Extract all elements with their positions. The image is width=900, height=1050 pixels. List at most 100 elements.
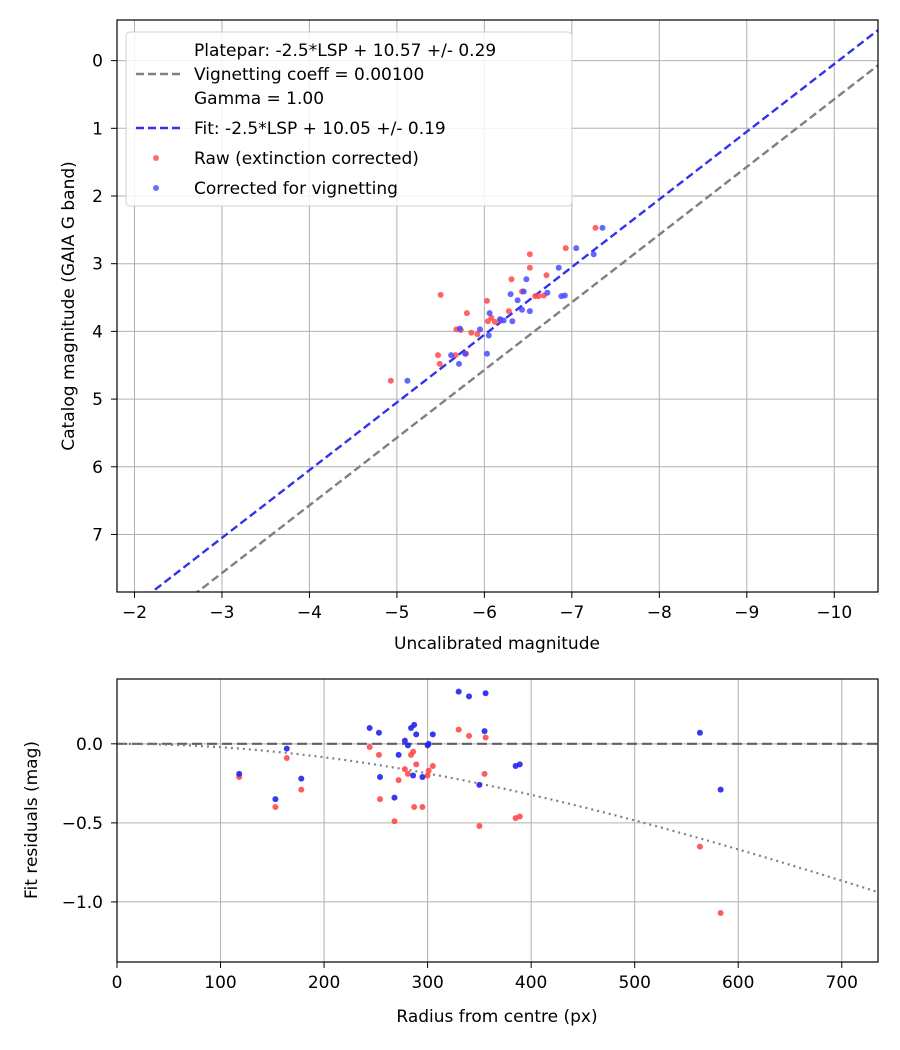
top-raw-point bbox=[463, 310, 470, 317]
top-points bbox=[387, 224, 606, 384]
top-corrected-point bbox=[500, 317, 507, 324]
bottom-corrected-point bbox=[717, 786, 724, 793]
bottom-y-axis-label: Fit residuals (mag) bbox=[22, 741, 42, 899]
bottom-x-tick-label: 500 bbox=[618, 973, 650, 993]
bottom-x-tick-label: 700 bbox=[826, 973, 858, 993]
top-corrected-point bbox=[404, 377, 411, 384]
bottom-raw-point bbox=[376, 796, 383, 803]
top-corrected-point bbox=[599, 224, 606, 231]
top-corrected-point bbox=[507, 291, 514, 298]
top-x-tick-label: −9 bbox=[734, 603, 759, 623]
top-y-tick-label: 0 bbox=[92, 52, 103, 72]
top-raw-point bbox=[484, 297, 491, 304]
bottom-raw-point bbox=[298, 786, 305, 793]
top-corrected-point bbox=[518, 306, 525, 313]
bottom-corrected-point bbox=[429, 731, 436, 738]
top-x-tick-label: −7 bbox=[559, 603, 584, 623]
top-raw-point bbox=[562, 245, 569, 252]
top-raw-point bbox=[474, 331, 481, 338]
bottom-x-tick-label: 400 bbox=[515, 973, 547, 993]
top-raw-point bbox=[543, 272, 550, 279]
bottom-corrected-point bbox=[696, 729, 703, 736]
legend-platepar-label: Platepar: -2.5*LSP + 10.57 +/- 0.29 Vigne… bbox=[194, 41, 496, 109]
top-raw-point bbox=[468, 329, 475, 336]
bottom-corrected-point bbox=[401, 737, 408, 744]
top-raw-point bbox=[505, 308, 512, 315]
bottom-raw-point bbox=[516, 813, 523, 820]
legend-raw-marker bbox=[153, 155, 159, 161]
bottom-raw-point bbox=[404, 770, 411, 777]
bottom-raw-point bbox=[717, 909, 724, 916]
top-x-tick-label: −5 bbox=[384, 603, 409, 623]
bottom-raw-point bbox=[413, 761, 420, 768]
bottom-corrected-point bbox=[236, 770, 243, 777]
bottom-corrected-point bbox=[466, 693, 473, 700]
bottom-corrected-point bbox=[375, 729, 382, 736]
legend-platepar-label-line: Vignetting coeff = 0.00100 bbox=[194, 65, 424, 85]
top-fit-lines bbox=[150, 29, 878, 592]
bottom-y-tick-label: −1.0 bbox=[62, 893, 103, 913]
bottom-corrected-point bbox=[366, 725, 373, 732]
top-y-tick-label: 1 bbox=[92, 119, 103, 139]
legend-platepar-label-line: Gamma = 1.00 bbox=[194, 89, 324, 109]
top-corrected-point bbox=[456, 360, 463, 367]
legend-raw-label: Raw (extinction corrected) bbox=[194, 149, 419, 169]
bottom-corrected-point bbox=[476, 781, 483, 788]
bottom-raw-point bbox=[481, 770, 488, 777]
legend-corrected-marker bbox=[153, 185, 159, 191]
top-corrected-point bbox=[520, 288, 527, 295]
top-raw-point bbox=[535, 293, 542, 300]
top-x-tick-label: −2 bbox=[122, 603, 147, 623]
bottom-raw-point bbox=[401, 766, 408, 773]
bottom-raw-point bbox=[696, 843, 703, 850]
top-y-tick-label: 4 bbox=[92, 322, 103, 342]
top-platepar-line bbox=[195, 64, 878, 592]
residuals-chart: 0 100 200 300 400 500 600 700 0.0 −0.5 −1.0 Radius… bbox=[22, 678, 879, 1027]
top-raw-point bbox=[526, 251, 533, 258]
bottom-corrected-point bbox=[272, 796, 279, 803]
bottom-corrected-point bbox=[391, 794, 398, 801]
bottom-corrected-point bbox=[410, 772, 417, 779]
bottom-x-tick-label: 0 bbox=[112, 973, 123, 993]
bottom-raw-point bbox=[395, 777, 402, 784]
top-y-tick-label: 7 bbox=[92, 525, 103, 545]
top-corrected-point bbox=[544, 289, 551, 296]
top-raw-point bbox=[491, 318, 498, 325]
top-corrected-point bbox=[573, 245, 580, 252]
bottom-corrected-point bbox=[516, 761, 523, 768]
top-corrected-point bbox=[514, 297, 521, 304]
bottom-raw-point bbox=[272, 804, 279, 811]
bottom-raw-point bbox=[455, 726, 462, 733]
top-corrected-point bbox=[477, 326, 484, 333]
bottom-corrected-point bbox=[411, 721, 418, 728]
bottom-raw-point bbox=[429, 762, 436, 769]
bottom-raw-point bbox=[424, 772, 431, 779]
bottom-raw-point bbox=[476, 823, 483, 830]
top-x-axis-label: Uncalibrated magnitude bbox=[394, 634, 600, 654]
top-raw-point bbox=[508, 276, 515, 283]
top-ticks: −2 −3 −4 −5 −6 −7 −8 −9 −10 0 1 2 3 4 5 6 7 bbox=[92, 52, 852, 623]
bottom-corrected-point bbox=[298, 775, 305, 782]
bottom-ticks: 0 100 200 300 400 500 600 700 0.0 −0.5 −1.0 bbox=[62, 735, 858, 993]
top-x-tick-label: −10 bbox=[816, 603, 852, 623]
top-raw-point bbox=[437, 291, 444, 298]
top-raw-point bbox=[526, 264, 533, 271]
bottom-vignetting-curve bbox=[117, 742, 878, 894]
bottom-y-tick-label: −0.5 bbox=[62, 814, 103, 834]
top-corrected-point bbox=[462, 350, 469, 357]
top-corrected-point bbox=[448, 352, 455, 359]
top-y-tick-label: 3 bbox=[92, 255, 103, 275]
top-corrected-point bbox=[485, 332, 492, 339]
bottom-corrected-point bbox=[413, 731, 420, 738]
bottom-y-tick-label: 0.0 bbox=[76, 735, 103, 755]
top-raw-point bbox=[435, 352, 442, 359]
top-corrected-point bbox=[590, 251, 597, 258]
top-y-tick-label: 2 bbox=[92, 187, 103, 207]
bottom-corrected-point bbox=[455, 688, 462, 695]
legend-fit-label: Fit: -2.5*LSP + 10.05 +/- 0.19 bbox=[194, 119, 446, 139]
bottom-corrected-point bbox=[425, 740, 432, 747]
bottom-reference-lines bbox=[117, 742, 878, 894]
top-corrected-point bbox=[523, 276, 530, 283]
top-raw-point bbox=[488, 314, 495, 321]
